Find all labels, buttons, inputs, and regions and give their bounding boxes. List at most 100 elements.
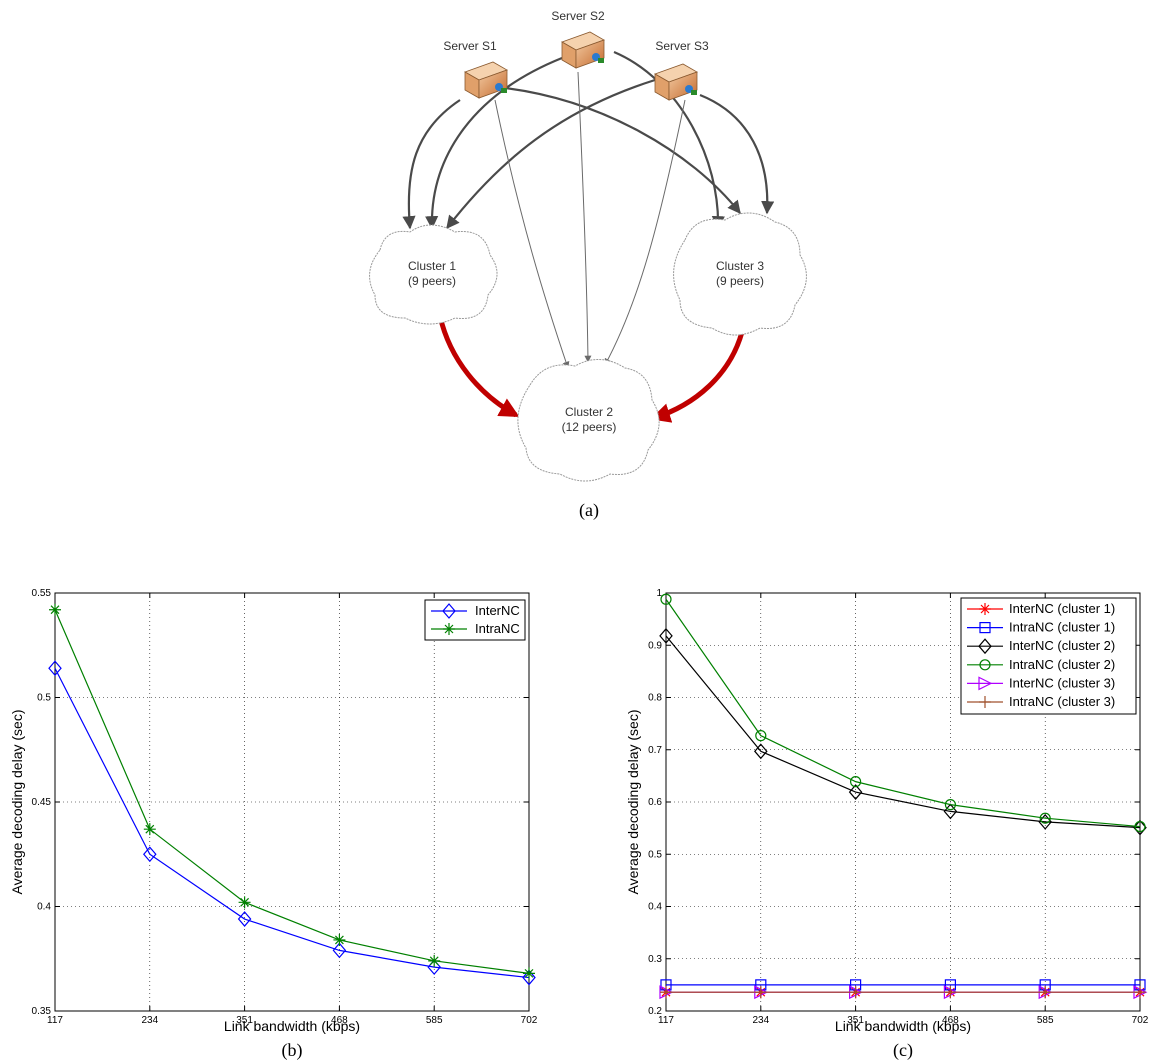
legend: InterNC IntraNC — [424, 599, 526, 641]
data-point — [755, 730, 767, 742]
series-line — [54, 609, 530, 974]
server-icon — [654, 63, 698, 101]
legend-swatch-marker — [979, 603, 991, 615]
link-c1-c2 — [437, 315, 520, 418]
x-tick-label: 702 — [521, 1015, 538, 1026]
x-tick-label: 468 — [331, 1015, 348, 1026]
server-links — [402, 50, 775, 230]
data-point — [238, 896, 251, 909]
y-tick-label: 0.55 — [32, 588, 52, 599]
link-c3-c2 — [650, 331, 745, 423]
x-ticks: 117 234 351 468 585 702 — [47, 593, 538, 1026]
server-icon — [561, 31, 605, 69]
x-axis-label: Link bandwidth (kbps) — [224, 1018, 360, 1034]
data-point — [1134, 820, 1146, 833]
caption-b: (b) — [282, 1040, 303, 1061]
server-s1: Server S1 — [443, 39, 508, 99]
legend-swatch-marker — [443, 623, 455, 635]
series — [48, 603, 536, 986]
y-tick-label: 0.3 — [648, 954, 662, 965]
cloud-shape — [673, 212, 807, 336]
legend-swatch-marker — [978, 638, 992, 655]
data-point — [944, 986, 957, 999]
y-tick-label: 0.4 — [37, 902, 51, 913]
y-ticks: 0.35 0.4 0.45 0.5 0.55 — [32, 588, 529, 1017]
caption-a: (a) — [579, 500, 599, 521]
x-tick-label: 117 — [658, 1015, 674, 1026]
y-tick-label: 0.45 — [32, 797, 52, 808]
grid — [55, 593, 529, 1011]
legend-label: IntraNC (cluster 1) — [1009, 620, 1115, 635]
server-s3-label: Server S3 — [655, 39, 709, 53]
cloud-shape — [517, 359, 660, 482]
server-s3: Server S3 — [654, 39, 709, 101]
cloud-shape — [369, 224, 498, 325]
series-line — [665, 598, 1141, 828]
data-point — [849, 986, 862, 999]
cluster-2-peers: (12 peers) — [562, 420, 617, 434]
data-point — [754, 986, 767, 999]
cluster-1-name: Cluster 1 — [408, 259, 456, 273]
legend-label: InterNC (cluster 3) — [1009, 675, 1115, 690]
y-tick-label: 0.5 — [648, 849, 662, 860]
link-s3-c1 — [446, 78, 656, 230]
data-point — [1039, 986, 1052, 999]
series-intranc-cluster-2 — [660, 593, 1146, 833]
x-tick-label: 234 — [752, 1015, 769, 1026]
series-line — [665, 635, 1141, 829]
y-tick-label: 0.9 — [648, 640, 662, 651]
legend-label: IntraNC (cluster 3) — [1009, 694, 1115, 709]
legend-swatch-marker — [979, 621, 991, 634]
chart-c: 0.2 0.3 0.4 0.5 0.6 0.7 0.8 0.9 1 117 234 351 468 58… — [625, 588, 1149, 1061]
data-point — [49, 603, 61, 616]
data-point — [754, 743, 768, 760]
cluster-1-peers: (9 peers) — [408, 274, 456, 288]
data-point — [849, 776, 862, 788]
data-point — [1039, 812, 1051, 824]
data-point — [143, 846, 157, 863]
legend-label: InterNC (cluster 1) — [1009, 601, 1115, 616]
data-point — [944, 799, 957, 811]
cluster-2-name: Cluster 2 — [565, 405, 613, 419]
cluster-links — [437, 315, 745, 423]
network-diagram: Cluster 1 (9 peers) Cluster 3 (9 peers) … — [369, 9, 807, 521]
x-tick-label: 585 — [1037, 1015, 1054, 1026]
legend-box — [960, 597, 1137, 715]
data-point — [428, 954, 441, 967]
x-tick-label: 117 — [47, 1015, 63, 1026]
legend-label: IntraNC (cluster 2) — [1009, 657, 1115, 672]
data-point — [660, 593, 672, 605]
y-tick-label: 0.2 — [648, 1006, 662, 1017]
link-s1-c1 — [402, 99, 461, 230]
data-point — [523, 967, 535, 980]
y-tick-label: 0.4 — [648, 902, 662, 913]
series-intranc — [49, 603, 535, 980]
data-point — [943, 803, 958, 820]
grid — [666, 593, 1140, 1011]
data-point — [1038, 813, 1052, 830]
link-s2-c3 — [613, 50, 725, 230]
cluster-3: Cluster 3 (9 peers) — [673, 212, 807, 336]
x-tick-label: 351 — [847, 1015, 864, 1026]
data-point — [1133, 819, 1147, 836]
series-line — [54, 667, 530, 979]
cluster-1: Cluster 1 (9 peers) — [369, 224, 498, 325]
legend-swatch-marker — [979, 696, 991, 708]
link-s3-c3 — [699, 93, 775, 215]
link-s1-c2 — [494, 99, 570, 369]
server-s2-label: Server S2 — [551, 9, 605, 23]
data-point — [522, 969, 536, 986]
series-intranc-cluster-3 — [660, 986, 1146, 999]
server-icon — [464, 61, 508, 99]
y-axis-label: Average decoding delay (sec) — [625, 710, 641, 895]
y-ticks: 0.2 0.3 0.4 0.5 0.6 0.7 0.8 0.9 1 — [648, 588, 1140, 1017]
data-point — [143, 823, 156, 836]
data-point — [332, 942, 347, 959]
y-tick-label: 0.35 — [32, 1006, 52, 1017]
data-point — [237, 911, 252, 927]
chart-b: 0.35 0.4 0.45 0.5 0.55 117 234 351 468 585 702 Li… — [9, 588, 538, 1061]
legend-label: InterNC — [475, 603, 520, 618]
legend-label: IntraNC — [475, 621, 520, 636]
link-s2-c1 — [425, 56, 563, 230]
x-tick-label: 702 — [1132, 1015, 1149, 1026]
